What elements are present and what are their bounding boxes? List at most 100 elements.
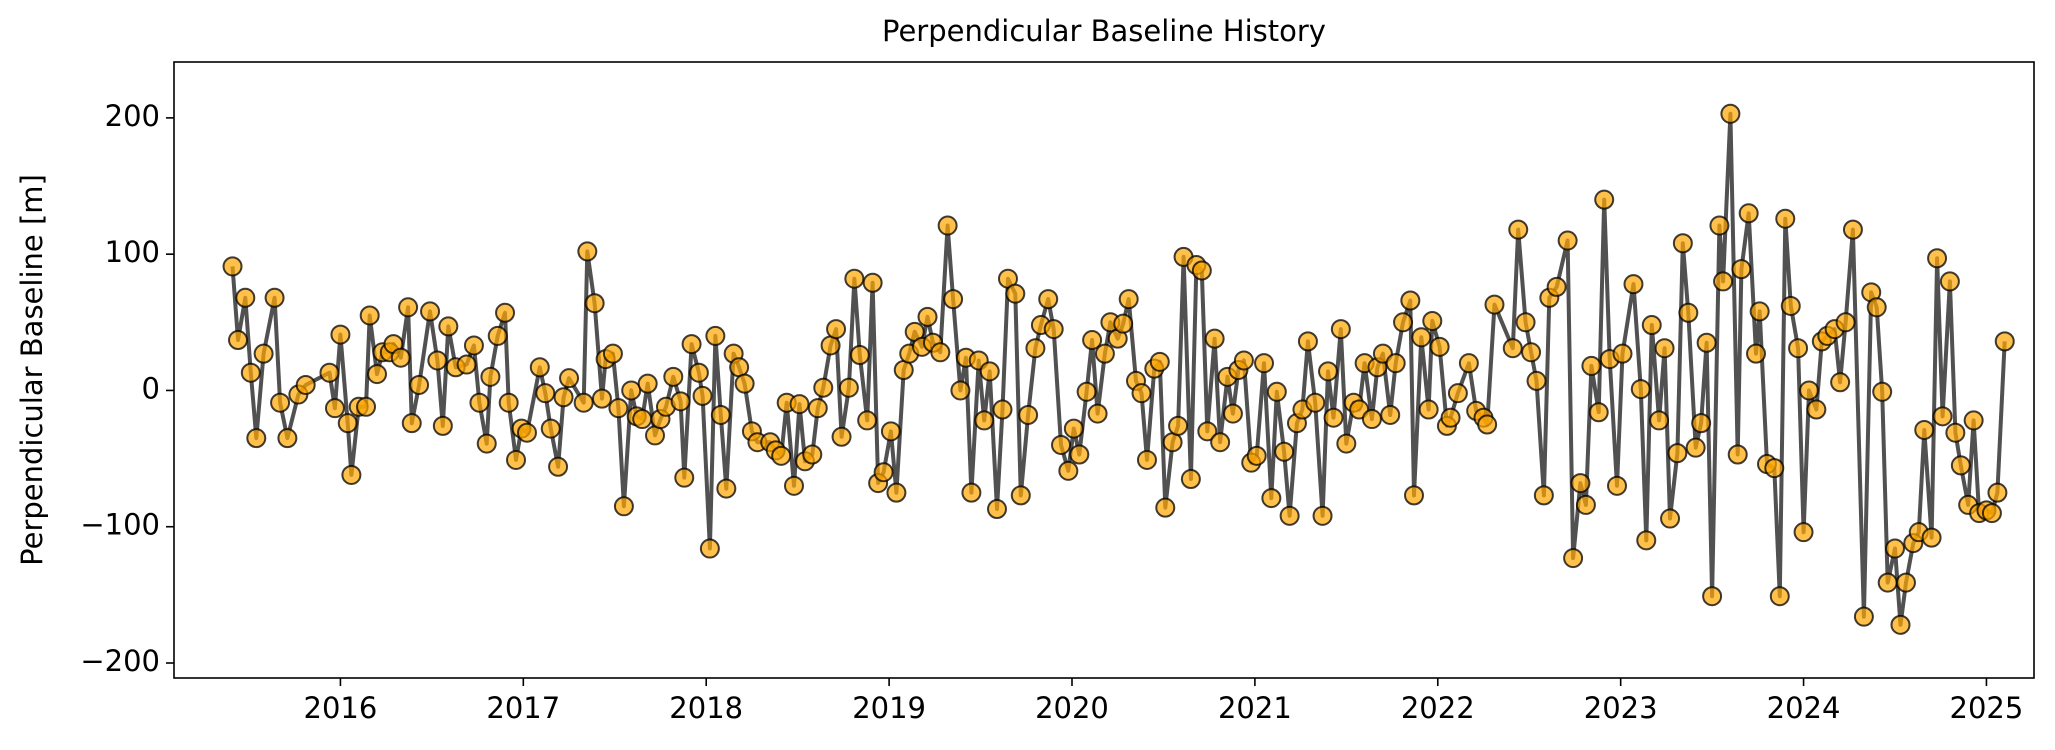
data-point bbox=[1660, 508, 1681, 529]
data-point bbox=[943, 289, 964, 310]
data-point bbox=[1877, 572, 1898, 593]
y-tick-label: 200 bbox=[105, 99, 160, 133]
data-point bbox=[480, 366, 501, 387]
data-point bbox=[992, 399, 1013, 420]
x-tick-label: 2023 bbox=[1584, 691, 1658, 725]
data-point bbox=[880, 421, 901, 442]
x-tick-label: 2019 bbox=[852, 691, 926, 725]
data-point bbox=[548, 456, 569, 477]
data-point bbox=[1672, 233, 1693, 254]
data-point bbox=[398, 297, 419, 318]
data-point bbox=[1563, 548, 1584, 569]
data-point bbox=[1945, 422, 1966, 443]
data-point bbox=[253, 343, 274, 364]
data-point bbox=[506, 449, 527, 470]
data-point bbox=[235, 287, 256, 308]
data-point bbox=[577, 241, 598, 262]
data-point bbox=[1612, 343, 1633, 364]
data-point bbox=[1131, 383, 1152, 404]
data-point bbox=[516, 422, 537, 443]
data-point bbox=[1087, 403, 1108, 424]
data-point bbox=[831, 426, 852, 447]
data-point bbox=[1557, 230, 1578, 251]
data-point bbox=[1667, 443, 1688, 464]
data-point bbox=[1418, 399, 1439, 420]
data-point bbox=[246, 428, 267, 449]
data-point bbox=[1266, 381, 1287, 402]
x-tick-label: 2017 bbox=[486, 691, 560, 725]
x-tick-label: 2020 bbox=[1035, 691, 1109, 725]
data-point bbox=[710, 404, 731, 425]
data-point bbox=[1191, 260, 1212, 281]
data-point bbox=[1654, 338, 1675, 359]
data-point bbox=[1404, 485, 1424, 506]
data-point bbox=[463, 335, 484, 356]
x-tick-label: 2024 bbox=[1767, 691, 1841, 725]
data-point bbox=[1210, 432, 1231, 453]
data-point bbox=[1018, 404, 1039, 425]
data-point bbox=[1636, 530, 1657, 551]
data-point bbox=[498, 392, 519, 413]
axes-frame bbox=[173, 61, 2035, 679]
data-point bbox=[1939, 271, 1960, 292]
data-point bbox=[789, 394, 810, 415]
data-point bbox=[1649, 410, 1670, 431]
data-point bbox=[432, 415, 453, 436]
data-point bbox=[637, 373, 658, 394]
data-point bbox=[734, 373, 755, 394]
data-point bbox=[1788, 338, 1809, 359]
data-point bbox=[1746, 343, 1767, 364]
data-point bbox=[1830, 372, 1851, 393]
data-point bbox=[917, 306, 938, 327]
y-axis-label: Perpendicular Baseline [m] bbox=[15, 174, 49, 566]
data-point bbox=[893, 360, 914, 380]
data-point bbox=[1895, 572, 1916, 593]
data-point bbox=[1168, 415, 1189, 436]
data-point bbox=[632, 409, 653, 430]
data-point bbox=[1720, 103, 1741, 124]
data-point bbox=[495, 302, 516, 323]
data-point bbox=[716, 478, 737, 499]
data-point bbox=[645, 425, 666, 446]
data-point bbox=[826, 319, 847, 340]
data-point bbox=[974, 410, 995, 431]
data-point bbox=[802, 444, 823, 465]
data-point bbox=[469, 392, 490, 413]
data-point bbox=[277, 428, 298, 449]
data-point bbox=[1118, 289, 1139, 310]
data-point bbox=[1575, 494, 1596, 515]
data-point bbox=[1312, 505, 1333, 526]
data-point bbox=[1180, 469, 1201, 490]
data-point bbox=[1685, 437, 1706, 458]
data-point bbox=[699, 538, 720, 559]
data-point bbox=[784, 475, 804, 496]
data-point bbox=[409, 374, 430, 395]
data-point bbox=[1963, 410, 1984, 431]
data-point bbox=[1113, 313, 1134, 334]
data-point bbox=[1336, 433, 1357, 454]
data-point bbox=[535, 383, 556, 404]
data-point bbox=[573, 392, 594, 413]
data-point bbox=[1502, 338, 1523, 359]
data-point bbox=[1678, 302, 1699, 323]
data-point bbox=[1641, 315, 1662, 336]
x-tick-label: 2025 bbox=[1950, 691, 2024, 725]
data-point bbox=[1380, 404, 1401, 425]
data-point bbox=[319, 362, 340, 383]
data-point bbox=[1422, 310, 1443, 331]
data-point bbox=[1305, 392, 1326, 413]
data-point bbox=[1155, 497, 1176, 518]
data-point bbox=[613, 496, 634, 517]
data-point bbox=[324, 398, 345, 419]
data-point bbox=[1727, 444, 1748, 465]
data-point bbox=[857, 410, 878, 431]
data-point bbox=[681, 334, 702, 355]
data-point bbox=[270, 392, 291, 413]
data-point bbox=[1082, 330, 1103, 351]
data-point bbox=[1521, 342, 1542, 363]
data-point bbox=[1950, 455, 1971, 476]
data-point bbox=[476, 433, 497, 454]
data-point bbox=[838, 377, 859, 398]
data-point bbox=[807, 398, 828, 419]
data-point bbox=[228, 330, 249, 351]
